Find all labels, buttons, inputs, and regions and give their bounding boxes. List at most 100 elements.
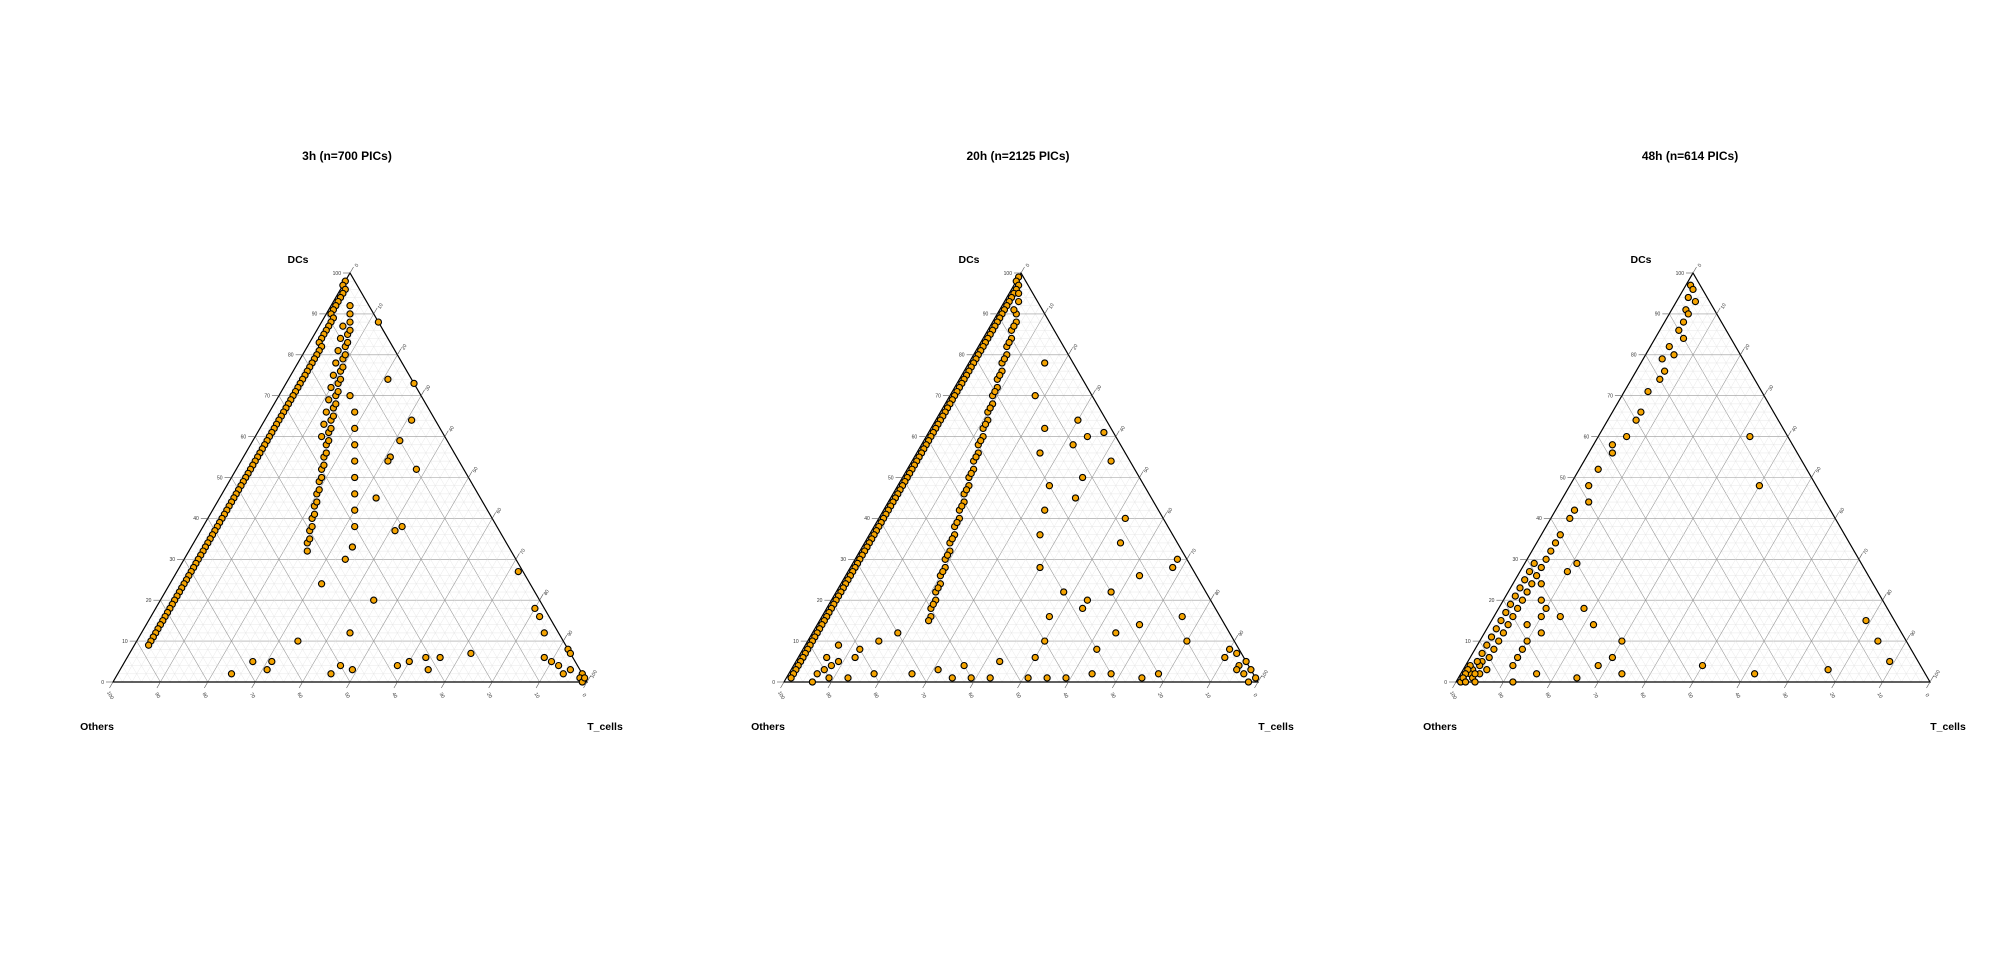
data-point	[958, 502, 966, 510]
grid-line-others	[892, 493, 1003, 683]
grid-line-tcells	[1153, 591, 1207, 683]
grid-line-tcells	[1683, 469, 1807, 683]
data-point	[808, 678, 817, 686]
data-point	[1083, 432, 1092, 441]
data-point	[1107, 457, 1115, 465]
tick-tcells	[1716, 307, 1721, 315]
data-point	[1589, 621, 1598, 629]
data-point	[991, 387, 999, 396]
grid-line-others	[869, 534, 955, 683]
data-point	[268, 657, 276, 666]
grid-line-tcells	[283, 420, 436, 683]
grid-line-tcells	[1144, 583, 1202, 683]
data-point	[1656, 375, 1664, 383]
grid-line-tcells	[1191, 624, 1225, 683]
grid-line-others	[835, 591, 889, 683]
data-point	[341, 351, 349, 359]
data-point	[1556, 531, 1564, 539]
tick-others	[1926, 681, 1931, 689]
grid-line-others	[1612, 411, 1770, 683]
tick-label-tcells: 70	[519, 548, 527, 556]
grid-line-others	[883, 510, 984, 683]
vertex-label-dcs: DCs	[1630, 254, 1651, 266]
grid-line-tcells	[1702, 485, 1817, 683]
tick-label-others: 20	[1156, 692, 1164, 700]
grid-line-tcells	[1087, 534, 1173, 683]
grid-line-others	[1564, 493, 1675, 683]
data-point	[943, 551, 952, 559]
data-point	[348, 666, 357, 674]
data-point	[1594, 661, 1602, 670]
data-point	[1490, 645, 1498, 653]
data-point	[1530, 559, 1538, 568]
tick-label-dcs: 40	[193, 516, 199, 522]
tick-label-dcs: 0	[1444, 680, 1447, 686]
data-point	[391, 527, 399, 535]
data-point	[986, 674, 994, 682]
grid-line-tcells	[1058, 510, 1159, 683]
grid-line-others	[122, 665, 133, 683]
grid-line-tcells	[812, 297, 1036, 683]
data-point	[346, 302, 354, 310]
data-point	[981, 420, 990, 428]
vertex-label-others: Others	[1423, 721, 1457, 733]
grid-line-others	[1489, 624, 1523, 683]
grid-lines	[1460, 280, 1926, 683]
data-point	[1511, 592, 1519, 600]
tick-others	[1254, 681, 1259, 689]
data-point	[1679, 334, 1688, 343]
grid-line-others	[1470, 657, 1485, 683]
data-point	[1485, 653, 1493, 662]
grid-line-tcells	[1172, 608, 1216, 683]
grid-line-tcells	[378, 501, 483, 683]
data-point	[322, 449, 330, 457]
grid-line-others	[335, 297, 559, 683]
data-point	[249, 657, 257, 666]
grid-line-tcells	[1049, 501, 1154, 683]
data-point	[396, 437, 404, 445]
grid-line-others	[1569, 485, 1684, 683]
data-point	[351, 473, 359, 482]
grid-line-tcells	[1115, 559, 1188, 683]
tick-others	[1064, 681, 1069, 689]
grid-line-others	[878, 518, 974, 683]
data-point	[1078, 473, 1087, 482]
grid-line-tcells	[1787, 559, 1860, 683]
tick-tcells	[1020, 266, 1025, 274]
grid-line-tcells	[1039, 493, 1150, 683]
grid-line-others	[221, 493, 332, 683]
grid-line-others	[1545, 526, 1637, 683]
grid-line-tcells	[359, 485, 474, 683]
tick-others	[875, 681, 880, 689]
grid-line-others	[141, 632, 171, 683]
grid-line-tcells	[1768, 542, 1850, 683]
data-point	[315, 486, 323, 494]
grid-line-others	[864, 542, 946, 683]
data-point	[351, 490, 359, 498]
data-point	[1506, 600, 1515, 608]
data-point	[1637, 408, 1645, 416]
grid-line-others	[1016, 281, 1249, 683]
vertex-label-tcells: T_cells	[1258, 721, 1294, 733]
grid-line-tcells	[1816, 583, 1874, 683]
grid-line-others	[826, 608, 870, 683]
tick-label-dcs: 60	[1584, 434, 1590, 440]
data-point	[1504, 621, 1512, 629]
grid-line-others	[850, 567, 917, 683]
tick-others	[204, 681, 209, 689]
grid-line-others	[1678, 297, 1902, 683]
data-point	[827, 661, 836, 670]
tick-tcells	[1044, 307, 1049, 315]
grid-line-tcells	[236, 379, 412, 683]
data-point	[372, 494, 380, 502]
data-point	[996, 657, 1004, 666]
tick-label-tcells: 70	[1862, 548, 1870, 556]
grid-line-tcells	[907, 379, 1083, 683]
tick-tcells	[563, 634, 568, 642]
tick-label-dcs: 50	[888, 475, 894, 481]
data-point	[1665, 342, 1673, 351]
grid-line-tcells	[567, 665, 578, 683]
data-point	[1495, 637, 1503, 645]
